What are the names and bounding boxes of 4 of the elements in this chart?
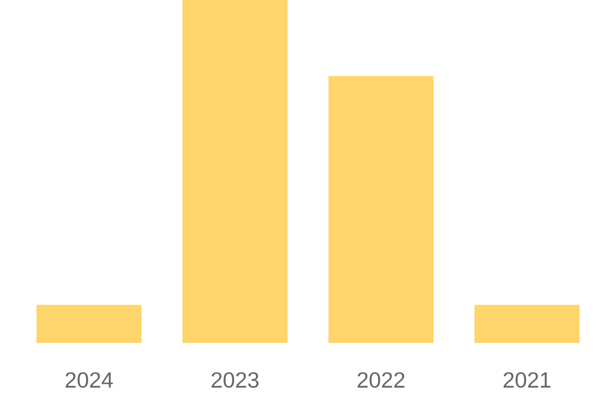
x-tick-label: 2021 [504,372,550,388]
x-tick-label: 2022 [358,372,404,388]
x-tick-label: 2023 [212,372,258,388]
x-tick-label: 2024 [66,372,113,388]
